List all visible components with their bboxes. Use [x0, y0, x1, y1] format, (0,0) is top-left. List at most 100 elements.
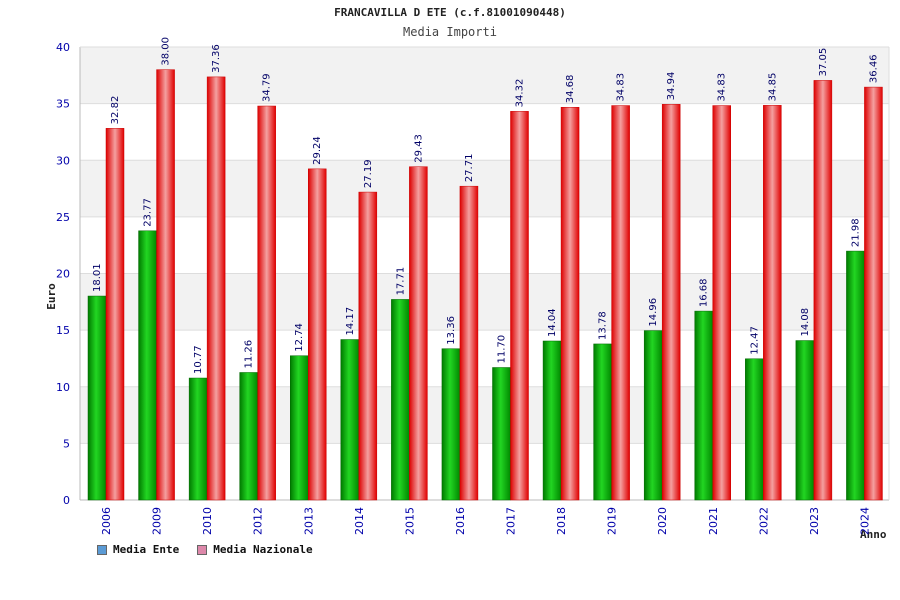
- bar-value-label: 37.05: [818, 48, 829, 77]
- y-tick-label: 20: [56, 268, 70, 281]
- chart-title: FRANCAVILLA D ETE (c.f.81001090448): [334, 6, 566, 19]
- bar-media-ente: [795, 340, 815, 501]
- x-tick-label: 2014: [353, 507, 366, 535]
- y-tick-label: 15: [56, 324, 70, 337]
- bar-media-nazionale: [864, 86, 883, 501]
- x-tick-label: 2015: [403, 507, 416, 535]
- x-tick-label: 2023: [808, 507, 821, 535]
- bar-media-ente: [694, 310, 713, 501]
- legend-label-ente: Media Ente: [113, 543, 180, 556]
- bar-media-nazionale: [308, 168, 327, 501]
- x-tick-label: 2024: [858, 507, 871, 535]
- bar-value-label: 14.04: [547, 308, 558, 337]
- x-tick-label: 2006: [100, 507, 113, 535]
- bar-media-ente: [87, 295, 107, 501]
- x-axis-label: Anno: [860, 528, 887, 541]
- legend: Media Ente Media Nazionale: [97, 543, 313, 556]
- bar-media-nazionale: [763, 105, 782, 501]
- x-tick-label: 2020: [656, 507, 669, 535]
- bar-value-label: 34.83: [717, 73, 728, 102]
- bar-media-ente: [138, 230, 157, 501]
- bar-media-ente: [441, 348, 461, 501]
- bar-media-ente: [492, 367, 511, 501]
- bar-media-ente: [745, 358, 764, 501]
- x-tick-label: 2022: [757, 507, 770, 535]
- bar-value-label: 17.71: [395, 267, 406, 296]
- bar-value-label: 23.77: [143, 198, 154, 227]
- bar-media-nazionale: [611, 105, 630, 501]
- x-tick-label: 2019: [606, 507, 619, 535]
- bar-media-nazionale: [105, 128, 125, 501]
- bar-value-label: 29.24: [312, 136, 323, 165]
- bar-value-label: 11.70: [497, 335, 508, 364]
- bar-value-label: 34.83: [616, 73, 627, 102]
- y-tick-label: 30: [56, 154, 70, 167]
- bar-value-label: 13.36: [446, 316, 457, 345]
- bar-value-label: 27.19: [363, 159, 374, 188]
- bar-value-label: 38.00: [161, 37, 172, 66]
- bar-value-label: 21.98: [850, 218, 861, 247]
- bar-value-label: 11.26: [244, 340, 255, 369]
- bar-media-ente: [239, 372, 258, 501]
- bar-media-ente: [290, 355, 309, 501]
- x-tick-label: 2012: [252, 507, 265, 535]
- bar-media-nazionale: [510, 111, 529, 501]
- bar-value-label: 12.74: [294, 323, 305, 352]
- bar-value-label: 16.68: [699, 278, 710, 307]
- bar-value-label: 37.36: [211, 44, 222, 73]
- legend-label-nazionale: Media Nazionale: [213, 543, 313, 556]
- x-tick-label: 2021: [707, 507, 720, 535]
- legend-item-nazionale: Media Nazionale: [197, 543, 313, 556]
- bar-media-ente: [542, 340, 562, 501]
- bar-value-label: 34.68: [565, 75, 576, 104]
- bar-media-ente: [846, 250, 865, 501]
- bar-media-ente: [593, 343, 612, 501]
- bar-value-label: 34.85: [767, 73, 778, 102]
- bar-value-label: 29.43: [413, 134, 424, 163]
- bar-media-ente: [643, 330, 663, 501]
- bar-media-nazionale: [813, 80, 833, 501]
- x-tick-label: 2016: [454, 507, 467, 535]
- bar-media-ente: [391, 299, 410, 501]
- bar-value-label: 13.78: [598, 311, 609, 340]
- x-tick-label: 2009: [151, 507, 164, 535]
- bar-media-ente: [188, 377, 208, 501]
- bar-value-label: 34.94: [666, 72, 677, 101]
- x-tick-label: 2018: [555, 507, 568, 535]
- bar-media-nazionale: [661, 104, 681, 501]
- bar-value-label: 14.96: [648, 298, 659, 327]
- x-tick-label: 2010: [201, 507, 214, 535]
- chart-subtitle: Media Importi: [403, 25, 497, 39]
- legend-item-ente: Media Ente: [97, 543, 179, 556]
- bar-media-nazionale: [257, 105, 276, 501]
- bar-media-ente: [340, 339, 360, 501]
- x-tick-label: 2017: [505, 507, 518, 535]
- bar-value-label: 36.46: [868, 54, 879, 83]
- x-tick-label: 2013: [302, 507, 315, 535]
- y-tick-label: 40: [56, 41, 70, 54]
- bar-value-label: 32.82: [110, 96, 121, 125]
- y-tick-label: 35: [56, 98, 70, 111]
- bar-media-nazionale: [156, 69, 175, 501]
- legend-swatch-ente: [97, 544, 107, 555]
- y-tick-label: 5: [63, 437, 70, 450]
- bar-value-label: 27.71: [464, 154, 475, 183]
- y-tick-label: 0: [63, 494, 70, 507]
- legend-swatch-nazionale: [197, 544, 208, 555]
- y-tick-label: 25: [56, 211, 70, 224]
- bar-media-nazionale: [459, 185, 479, 501]
- bar-value-label: 14.08: [800, 308, 811, 337]
- bar-value-label: 34.32: [515, 79, 526, 108]
- bar-value-label: 12.47: [749, 326, 760, 355]
- bar-value-label: 14.17: [345, 307, 356, 336]
- bar-value-label: 34.79: [262, 73, 273, 102]
- bar-media-nazionale: [206, 76, 226, 501]
- y-tick-label: 10: [56, 381, 70, 394]
- bar-value-label: 18.01: [92, 263, 103, 292]
- bar-value-label: 10.77: [193, 345, 204, 374]
- bar-media-nazionale: [560, 106, 580, 501]
- bar-media-nazionale: [409, 166, 428, 501]
- bar-media-nazionale: [358, 191, 378, 501]
